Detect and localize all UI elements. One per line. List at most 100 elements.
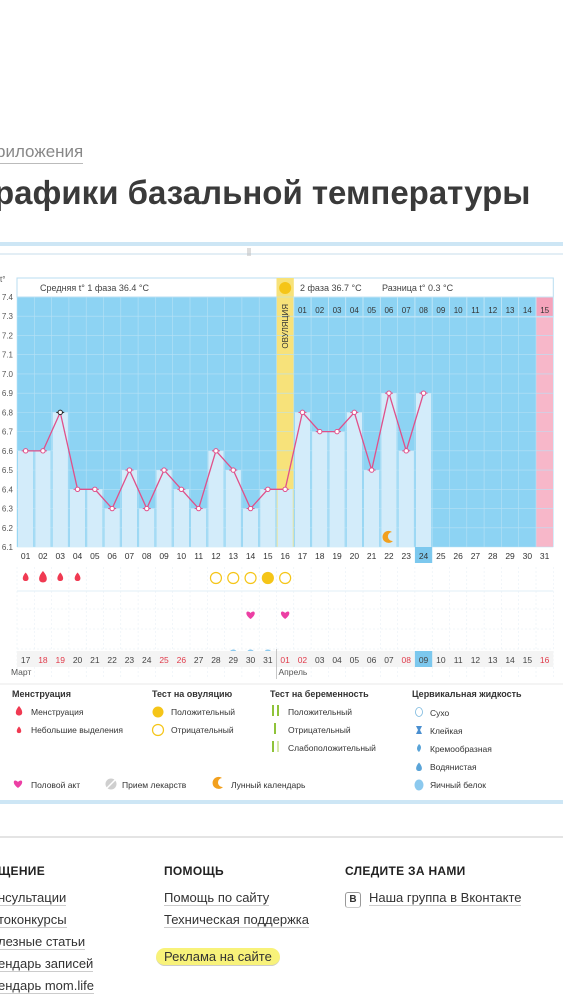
temperature-point — [368, 467, 375, 473]
cycle-day-label: 02 — [38, 551, 48, 561]
legend-label: Лунный календарь — [231, 780, 306, 790]
fluid-sticky-icon — [416, 726, 422, 734]
calendar-date-label: 08 — [402, 655, 412, 665]
menstruation-light-icon — [57, 572, 64, 582]
cycle-day-label: 05 — [90, 551, 100, 561]
moon-icon — [212, 776, 223, 789]
calendar-date-label: 07 — [384, 655, 394, 665]
y-tick-label: 7.0 — [2, 370, 14, 379]
footer-link-articles[interactable]: лезные статьи — [0, 934, 86, 950]
temperature-bar — [260, 489, 276, 547]
cycle-day-label: 19 — [332, 551, 342, 561]
legend-label: Прием лекарств — [122, 780, 187, 790]
temperature-bar — [173, 489, 189, 547]
temperature-bar — [35, 450, 51, 547]
y-tick-label: 7.4 — [2, 293, 14, 302]
legend-label: Водянистая — [430, 762, 477, 772]
footer-column-help: ПОМОЩЬ Помощь по сайту Техническая подде… — [156, 864, 309, 971]
calendar-date-label: 04 — [332, 655, 342, 665]
temperature-point — [213, 448, 219, 454]
cycle-day-label: 18 — [315, 551, 325, 561]
footer-link-consultations[interactable]: нсультации — [0, 890, 67, 906]
legend-label: Отрицательный — [171, 725, 234, 735]
phase2-header-day: 09 — [436, 306, 445, 315]
phase2-header-row — [293, 296, 554, 318]
cycle-day-label: 08 — [142, 551, 152, 561]
y-tick-label: 6.7 — [2, 428, 14, 437]
temperature-point — [247, 505, 254, 512]
period-column — [536, 297, 554, 547]
cycle-day-label: 21 — [367, 551, 377, 561]
footer-link-vk-group[interactable]: В Наша группа в Вконтакте — [345, 890, 522, 908]
temperature-bar — [139, 508, 155, 547]
footer-link-advertising[interactable]: Реклама на сайте — [156, 948, 309, 966]
legend-heading: Менструация — [12, 689, 71, 699]
fluid-creamy-icon — [417, 744, 421, 752]
calendar-date-label: 05 — [350, 655, 360, 665]
pregnancy-positive-icon — [277, 705, 279, 716]
today-cell — [414, 547, 433, 563]
bbt-chart: 6.1 6.2 6.3 6.4 6.5 6.6 6.7 6.8 6.9 7.0 7.1 7.2 7.3 7… — [0, 242, 563, 804]
cycle-day-label: 31 — [540, 551, 550, 561]
temperature-bar — [69, 489, 86, 547]
temperature-bar — [208, 450, 224, 547]
ovulation-test-negative-icon — [227, 571, 240, 585]
pregnancy-positive-icon — [272, 705, 274, 716]
month-label-right: Апрель — [279, 667, 308, 677]
temperature-point — [109, 505, 115, 512]
temperature-bar — [364, 470, 380, 547]
legend-heading: Тест на овуляцию — [152, 689, 233, 699]
footer-link-notes-calendar[interactable]: ендарь записей — [0, 956, 94, 972]
menstruation-light-icon — [22, 572, 29, 582]
cycle-day-label: 25 — [436, 551, 446, 561]
y-tick-label: 6.3 — [2, 505, 14, 514]
cycle-day-label: 26 — [453, 551, 463, 561]
cycle-day-label: 24 — [419, 551, 429, 561]
cycle-day-label: 07 — [125, 551, 135, 561]
y-tick-label: 6.2 — [2, 524, 14, 533]
temperature-bar — [156, 470, 172, 547]
temperature-bar — [121, 470, 138, 547]
temperature-bar — [346, 412, 362, 547]
legend-label: Сухо — [430, 708, 450, 718]
ovulation-test-positive-icon — [152, 706, 164, 718]
phase2-header-day: 15 — [540, 306, 549, 315]
cycle-day-label: 12 — [211, 551, 221, 561]
temperature-bar — [329, 431, 345, 547]
calendar-date-label: 26 — [177, 655, 187, 665]
temperature-point — [195, 505, 202, 512]
calendar-date-label: 18 — [38, 655, 48, 665]
footer-heading: ЩЕНИЕ — [0, 864, 46, 878]
cycle-day-label: 28 — [488, 551, 498, 561]
temperature-point — [317, 428, 323, 435]
y-tick-label: 6.9 — [2, 389, 14, 398]
phase1-average: Средняя t° 1 фаза 36.4 °C — [40, 283, 149, 293]
menstruation-heavy-icon — [15, 706, 23, 716]
cycle-day-label: 30 — [523, 551, 533, 561]
calendar-today-cell — [414, 651, 433, 667]
calendar-date-label: 12 — [471, 655, 481, 665]
calendar-date-label: 02 — [298, 655, 308, 665]
calendar-date-label: 24 — [142, 655, 152, 665]
temperature-bar — [381, 393, 397, 547]
calendar-date-label: 27 — [194, 655, 204, 665]
breadcrumb[interactable]: риложения — [0, 142, 84, 164]
phase2-header-day: 13 — [506, 306, 515, 315]
moon-icon — [382, 530, 393, 543]
temperature-point — [126, 467, 133, 473]
cycle-day-label: 03 — [56, 551, 66, 561]
phase2-header-day: 14 — [523, 306, 532, 315]
footer-link-momlife-calendar[interactable]: ендарь mom.life — [0, 978, 94, 994]
footer-link-support[interactable]: Техническая поддержка — [164, 912, 309, 928]
footer-link-site-help[interactable]: Помощь по сайту — [164, 890, 270, 906]
footer-link-photo-contests[interactable]: токонкурсы — [0, 912, 67, 928]
cycle-day-label: 22 — [384, 551, 394, 561]
cycle-day-label: 13 — [229, 551, 239, 561]
cycle-day-label: 29 — [505, 551, 515, 561]
temperature-point — [403, 448, 409, 454]
y-tick-label: 7.3 — [2, 312, 14, 321]
temperature-difference: Разница t° 0.3 °C — [382, 283, 454, 293]
temperature-point — [265, 486, 271, 493]
cycle-day-label: 17 — [298, 551, 308, 561]
ovulation-test-negative-icon — [209, 571, 223, 585]
